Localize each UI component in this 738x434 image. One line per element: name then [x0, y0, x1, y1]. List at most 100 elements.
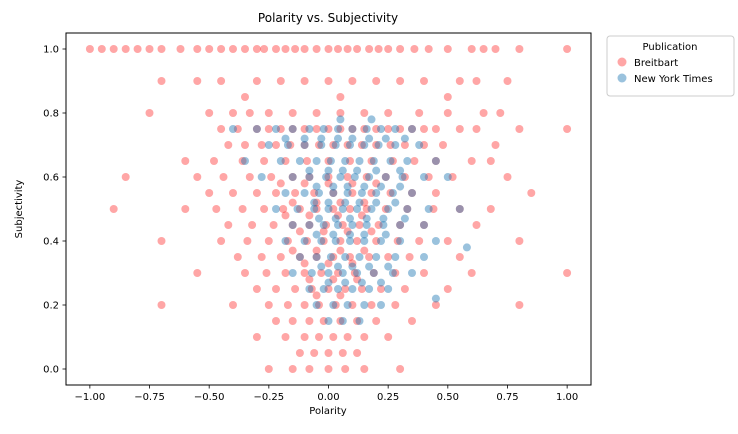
scatter-point-breitbart: [336, 198, 345, 207]
scatter-point-new-york-times: [381, 134, 390, 143]
scatter-point-new-york-times: [336, 115, 345, 124]
scatter-point-breitbart: [336, 317, 345, 325]
scatter-point-breitbart: [336, 109, 345, 117]
legend-title: Publication: [643, 42, 698, 53]
x-tick-label: 0.75: [496, 392, 518, 403]
scatter-point-breitbart: [133, 45, 142, 53]
scatter-point-new-york-times: [357, 189, 366, 197]
scatter-point-breitbart: [257, 253, 266, 261]
scatter-point-breitbart: [324, 259, 333, 268]
scatter-point-breitbart: [491, 45, 500, 53]
y-axis-ticks: 0.0 0.2 0.4 0.6 0.8 1.0: [43, 45, 66, 376]
x-tick-label: 0.50: [437, 392, 459, 403]
scatter-point-breitbart: [252, 45, 261, 53]
scatter-point-breitbart: [157, 77, 166, 85]
scatter-point-breitbart: [85, 45, 94, 53]
scatter-point-breitbart: [448, 173, 457, 181]
scatter-point-breitbart: [396, 77, 405, 85]
scatter-point-new-york-times: [331, 141, 340, 149]
scatter-point-new-york-times: [365, 134, 374, 143]
scatter-point-new-york-times: [341, 157, 350, 165]
scatter-point-breitbart: [374, 221, 383, 229]
scatter-point-breitbart: [372, 125, 381, 133]
scatter-point-breitbart: [377, 285, 385, 293]
scatter-point-new-york-times: [348, 262, 357, 271]
scatter-point-new-york-times: [357, 278, 366, 287]
scatter-point-new-york-times: [334, 221, 342, 229]
scatter-point-breitbart: [241, 141, 249, 149]
scatter-point-breitbart: [393, 237, 402, 245]
scatter-point-new-york-times: [348, 134, 357, 143]
scatter-point-breitbart: [310, 189, 319, 197]
scatter-point-breitbart: [233, 125, 242, 133]
scatter-point-breitbart: [288, 173, 297, 181]
scatter-point-breitbart: [467, 157, 476, 165]
scatter-point-breitbart: [264, 109, 273, 117]
scatter-point-new-york-times: [288, 221, 297, 229]
scatter-point-new-york-times: [300, 141, 309, 149]
scatter-point-breitbart: [245, 173, 254, 181]
scatter-point-new-york-times: [317, 141, 326, 149]
scatter-point-new-york-times: [362, 221, 371, 229]
scatter-point-breitbart: [205, 109, 214, 117]
scatter-point-new-york-times: [329, 301, 338, 309]
scatter-point-breitbart: [443, 109, 452, 117]
scatter-point-breitbart: [408, 189, 416, 197]
scatter-point-breitbart: [336, 291, 345, 300]
scatter-point-breitbart: [479, 109, 488, 117]
scatter-point-breitbart: [515, 125, 524, 133]
scatter-point-breitbart: [429, 205, 438, 213]
scatter-point-new-york-times: [319, 221, 328, 229]
scatter-point-new-york-times: [348, 221, 357, 229]
scatter-point-breitbart: [257, 141, 266, 149]
scatter-point-breitbart: [312, 45, 321, 53]
scatter-point-breitbart: [295, 227, 304, 236]
scatter-point-breitbart: [312, 125, 321, 133]
scatter-point-breitbart: [334, 45, 342, 53]
scatter-point-breitbart: [420, 221, 428, 229]
scatter-point-breitbart: [245, 109, 254, 117]
scatter-point-breitbart: [217, 45, 226, 53]
scatter-point-breitbart: [343, 141, 352, 149]
scatter-point-breitbart: [319, 237, 328, 245]
scatter-point-new-york-times: [408, 189, 416, 197]
scatter-point-new-york-times: [241, 157, 249, 165]
scatter-point-new-york-times: [355, 198, 364, 207]
scatter-point-new-york-times: [381, 230, 390, 239]
scatter-point-breitbart: [157, 237, 166, 245]
scatter-point-breitbart: [360, 198, 369, 207]
scatter-point-new-york-times: [317, 134, 326, 143]
scatter-point-new-york-times: [379, 221, 388, 229]
scatter-point-new-york-times: [281, 237, 290, 245]
scatter-point-breitbart: [360, 125, 369, 133]
scatter-point-breitbart: [455, 77, 464, 85]
scatter-point-breitbart: [472, 221, 481, 229]
scatter-point-breitbart: [329, 141, 338, 149]
scatter-point-breitbart: [396, 45, 405, 53]
scatter-point-breitbart: [341, 365, 350, 373]
scatter-point-breitbart: [97, 45, 106, 53]
scatter-point-new-york-times: [336, 173, 345, 181]
scatter-point-new-york-times: [408, 269, 416, 277]
scatter-point-new-york-times: [334, 125, 342, 133]
scatter-point-breitbart: [360, 246, 369, 255]
scatter-point-new-york-times: [372, 198, 381, 207]
scatter-point-breitbart: [283, 237, 292, 245]
scatter-point-breitbart: [324, 45, 333, 53]
scatter-point-new-york-times: [341, 198, 350, 207]
scatter-point-breitbart: [291, 285, 300, 293]
scatter-point-new-york-times: [300, 134, 309, 143]
scatter-point-breitbart: [276, 125, 285, 133]
scatter-point-new-york-times: [420, 221, 428, 229]
scatter-point-breitbart: [121, 45, 130, 53]
scatter-point-breitbart: [238, 205, 247, 213]
scatter-point-new-york-times: [353, 166, 362, 175]
scatter-point-breitbart: [408, 317, 416, 325]
scatter-point-breitbart: [372, 141, 381, 149]
scatter-point-breitbart: [319, 317, 328, 325]
scatter-point-breitbart: [400, 141, 409, 149]
scatter-point-new-york-times: [377, 182, 385, 191]
scatter-point-breitbart: [343, 173, 352, 181]
